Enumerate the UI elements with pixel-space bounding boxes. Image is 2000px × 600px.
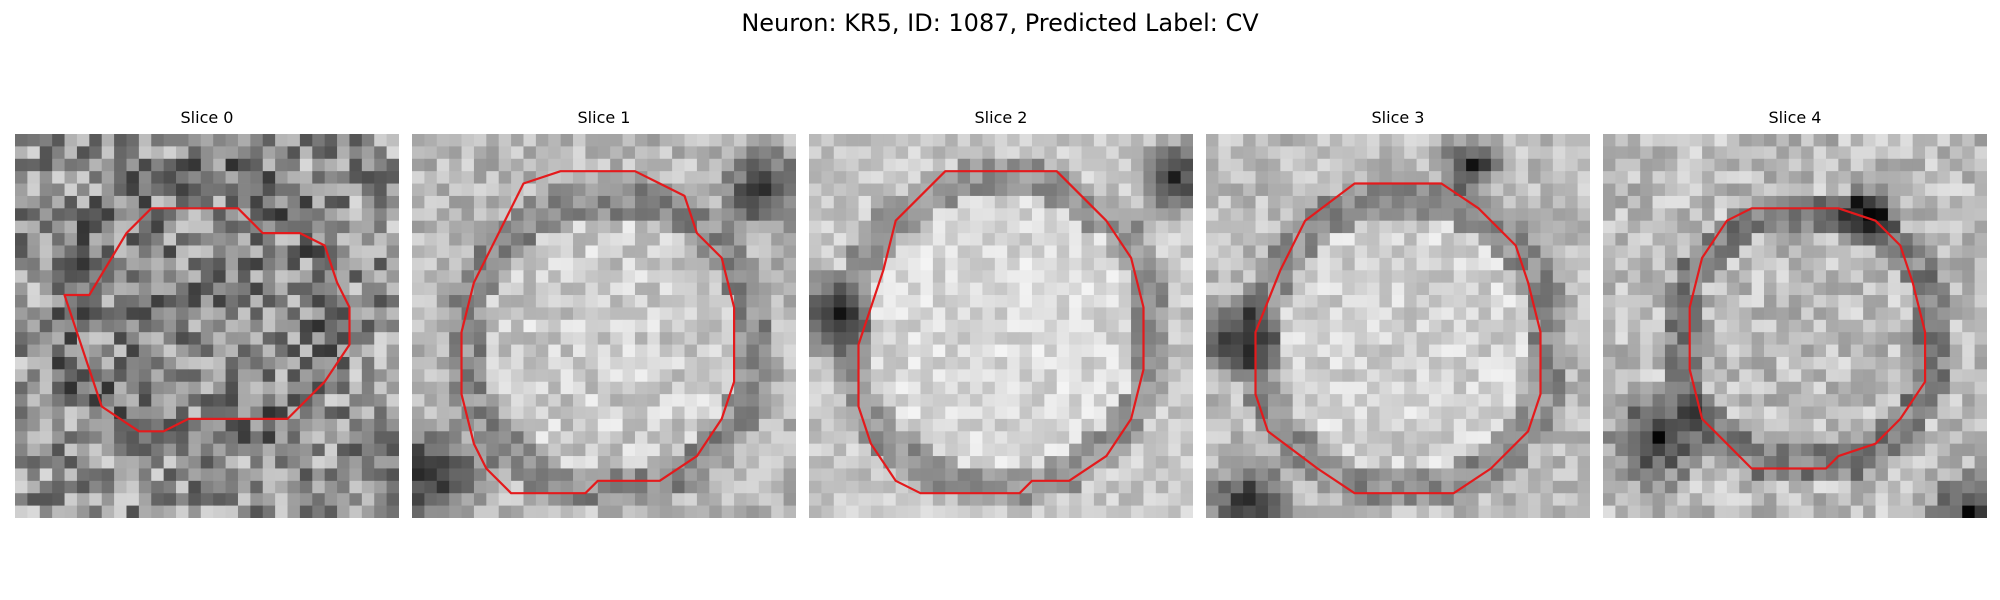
slice-panel-0: Slice 0 [15,108,399,518]
slice-title-4: Slice 4 [1768,108,1822,127]
slice-image-4 [1603,134,1987,518]
slice-panel-4: Slice 4 [1603,108,1987,518]
segmentation-contour [1688,207,1927,470]
slice-image-3 [1206,134,1590,518]
segmentation-contour [1254,182,1542,495]
slice-image-0 [15,134,399,518]
slice-image-1 [412,134,796,518]
segmentation-contour [460,170,736,495]
segmentation-contour [63,207,351,433]
slice-title-3: Slice 3 [1371,108,1425,127]
slice-image-2 [809,134,1193,518]
slice-title-0: Slice 0 [180,108,234,127]
slice-panel-3: Slice 3 [1206,108,1590,518]
slice-title-2: Slice 2 [974,108,1028,127]
slice-panel-1: Slice 1 [412,108,796,518]
figure-title: Neuron: KR5, ID: 1087, Predicted Label: … [741,9,1259,37]
slice-title-1: Slice 1 [577,108,631,127]
segmentation-contour [857,170,1145,495]
slice-panel-2: Slice 2 [809,108,1193,518]
